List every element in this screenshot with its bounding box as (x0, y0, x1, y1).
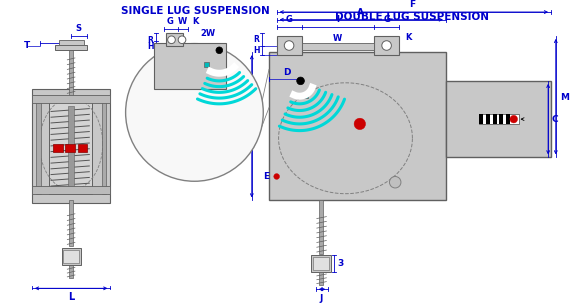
Text: R: R (254, 35, 259, 44)
Circle shape (296, 77, 305, 85)
Circle shape (178, 36, 186, 43)
Bar (78, 144, 87, 152)
Bar (311, 255, 331, 272)
Bar (277, 36, 302, 55)
Bar (69, 265, 73, 278)
Circle shape (216, 47, 223, 54)
Text: L: L (68, 292, 74, 302)
Bar (58, 40, 83, 45)
Bar (500, 114, 503, 124)
Text: H: H (253, 46, 259, 55)
Bar (53, 144, 63, 152)
Text: I: I (336, 16, 339, 25)
Text: 2W: 2W (200, 29, 215, 38)
Bar (313, 257, 329, 270)
Text: RTO: RTO (223, 146, 244, 155)
Bar (303, 93, 308, 98)
Text: SINGLE LUG SUSPENSION: SINGLE LUG SUSPENSION (121, 6, 270, 16)
Text: M: M (560, 93, 569, 102)
Circle shape (126, 43, 263, 181)
Text: D: D (184, 52, 192, 60)
Text: T: T (24, 41, 30, 50)
Text: J: J (320, 294, 323, 303)
Text: F: F (409, 0, 416, 9)
Circle shape (354, 118, 365, 130)
Bar (493, 114, 497, 124)
Text: K: K (405, 33, 411, 42)
Text: B: B (241, 122, 248, 131)
Bar (36, 98, 41, 194)
Text: 3: 3 (337, 259, 343, 268)
Bar (69, 200, 73, 246)
Bar (32, 186, 111, 194)
Bar (302, 43, 374, 50)
Bar (64, 250, 79, 264)
Text: G: G (383, 16, 390, 25)
Bar (446, 81, 551, 157)
Text: E: E (263, 172, 269, 181)
Circle shape (168, 36, 175, 43)
Bar (102, 98, 107, 194)
Bar (32, 95, 111, 103)
Bar (204, 62, 209, 67)
Bar (65, 144, 75, 152)
Text: W: W (333, 34, 342, 43)
Bar (479, 114, 483, 124)
Text: W: W (177, 17, 186, 26)
Bar (49, 98, 92, 194)
Circle shape (274, 174, 280, 179)
Bar (68, 106, 74, 186)
Text: R: R (148, 36, 153, 45)
Bar (506, 114, 510, 124)
Bar (374, 36, 399, 55)
Text: C: C (552, 115, 559, 124)
Circle shape (382, 41, 391, 50)
Text: A: A (357, 8, 364, 17)
Bar (318, 272, 324, 285)
Circle shape (390, 177, 401, 188)
Text: DOUBLE LUG SUSPENSION: DOUBLE LUG SUSPENSION (335, 12, 489, 22)
Bar (154, 43, 226, 88)
Text: D: D (284, 68, 291, 77)
Bar (269, 52, 446, 200)
Bar (61, 248, 80, 265)
Bar (318, 200, 324, 254)
Text: G: G (167, 17, 174, 26)
Text: K: K (193, 17, 199, 26)
Circle shape (284, 41, 294, 50)
Bar (486, 114, 490, 124)
Text: S: S (76, 24, 82, 33)
Bar (166, 33, 183, 47)
Text: H: H (147, 42, 153, 51)
Bar (69, 47, 73, 95)
Circle shape (510, 115, 518, 123)
Bar (32, 88, 111, 203)
Text: G: G (285, 16, 292, 25)
Bar (55, 45, 87, 50)
Bar (479, 114, 519, 124)
